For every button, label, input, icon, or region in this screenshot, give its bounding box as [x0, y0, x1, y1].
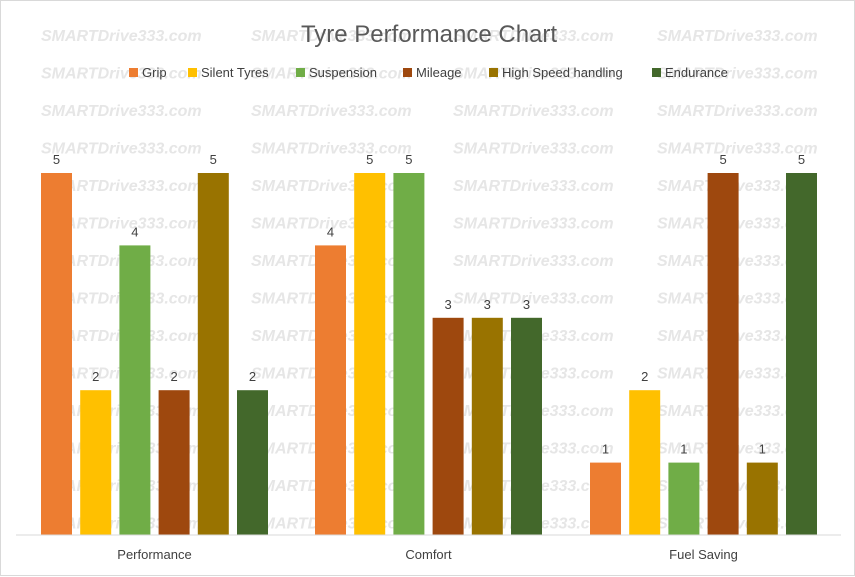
bar	[786, 173, 817, 535]
data-label: 3	[484, 297, 491, 312]
watermark-text: SMARTDrive333.com	[453, 291, 614, 308]
data-label: 2	[641, 369, 648, 384]
data-label: 3	[523, 297, 530, 312]
data-label: 1	[680, 442, 687, 457]
bars	[41, 173, 817, 535]
watermark-text: SMARTDrive333.com	[657, 141, 818, 158]
legend-label: Silent Tyres	[201, 65, 269, 80]
watermark-text: SMARTDrive333.com	[453, 216, 614, 233]
watermark-layer: SMARTDrive333.com SMARTDrive333.com SMARTD…	[41, 28, 818, 533]
bar	[158, 390, 190, 535]
legend-label: Mileage	[416, 65, 462, 80]
bar	[393, 173, 425, 535]
bar	[237, 390, 268, 535]
category-label: Performance	[117, 547, 191, 562]
watermark-text: SMARTDrive333.com	[453, 141, 614, 158]
watermark-text: SMARTDrive333.com	[453, 253, 614, 270]
data-label: 4	[131, 224, 138, 239]
data-label: 5	[405, 152, 412, 167]
legend-label: Endurance	[665, 65, 728, 80]
watermark-text: SMARTDrive333.com	[657, 66, 818, 83]
legend-swatch	[489, 68, 498, 77]
bar	[707, 173, 739, 535]
chart-title: Tyre Performance Chart	[301, 21, 557, 48]
data-label: 5	[798, 152, 805, 167]
bar	[315, 245, 346, 535]
watermark-text: SMARTDrive333.com	[41, 178, 202, 195]
watermark-text: SMARTDrive333.com	[657, 28, 818, 45]
bar	[590, 462, 621, 535]
watermark-text: SMARTDrive333.com	[41, 141, 202, 158]
legend-swatch	[129, 68, 138, 77]
bar	[471, 317, 503, 535]
data-label: 1	[759, 442, 766, 457]
watermark-text: SMARTDrive333.com	[41, 28, 202, 45]
legend-swatch	[403, 68, 412, 77]
bar	[432, 317, 464, 535]
data-label: 5	[53, 152, 60, 167]
category-label: Fuel Saving	[669, 547, 738, 562]
legend-swatch	[188, 68, 197, 77]
bar	[354, 173, 386, 535]
bar	[629, 390, 661, 535]
data-labels: 5 2 4 2 5 2 4 5 5 3 3 3 1 2 1 5 1 5	[53, 152, 805, 457]
watermark-text: SMARTDrive333.com	[251, 28, 412, 45]
data-label: 3	[444, 297, 451, 312]
watermark-text: SMARTDrive333.com	[41, 103, 202, 120]
legend-label: High Speed handling	[502, 65, 623, 80]
data-label: 2	[249, 369, 256, 384]
watermark-text: SMARTDrive333.com	[41, 216, 202, 233]
bar	[80, 390, 112, 535]
data-label: 2	[170, 369, 177, 384]
watermark-text: SMARTDrive333.com	[251, 103, 412, 120]
watermark-text: SMARTDrive333.com	[251, 141, 412, 158]
category-label: Comfort	[405, 547, 452, 562]
legend: Grip Silent Tyres Suspension Mileage High Sp…	[129, 65, 728, 80]
legend-label: Grip	[142, 65, 167, 80]
watermark-text: SMARTDrive333.com	[657, 103, 818, 120]
bar	[119, 245, 151, 535]
bar	[511, 317, 542, 535]
watermark-text: SMARTDrive333.com	[251, 178, 412, 195]
watermark-text: SMARTDrive333.com	[251, 66, 412, 83]
bar	[668, 462, 700, 535]
bar	[41, 173, 72, 535]
watermark-text: SMARTDrive333.com	[453, 178, 614, 195]
data-label: 1	[602, 442, 609, 457]
legend-label: Suspension	[309, 65, 377, 80]
data-label: 5	[366, 152, 373, 167]
watermark-text: SMARTDrive333.com	[453, 103, 614, 120]
legend-swatch	[652, 68, 661, 77]
bar	[197, 173, 229, 535]
legend-swatch	[296, 68, 305, 77]
data-label: 5	[210, 152, 217, 167]
data-label: 4	[327, 224, 334, 239]
watermark-text: SMARTDrive333.com	[453, 28, 614, 45]
category-labels: Performance Comfort Fuel Saving	[117, 547, 738, 562]
bar	[746, 462, 778, 535]
data-label: 2	[92, 369, 99, 384]
data-label: 5	[719, 152, 726, 167]
watermark-text: SMARTDrive333.com	[41, 66, 202, 83]
